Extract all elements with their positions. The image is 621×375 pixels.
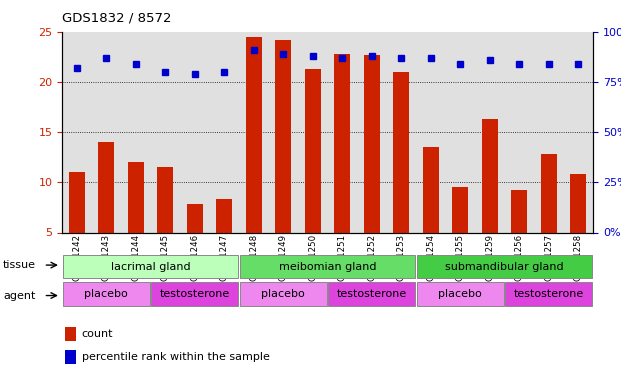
Bar [65, 350, 76, 364]
Text: meibomian gland: meibomian gland [279, 262, 376, 272]
Text: placebo: placebo [84, 289, 128, 299]
Bar [511, 190, 527, 232]
Text: placebo: placebo [261, 289, 305, 299]
Bar [240, 282, 327, 306]
Bar [275, 40, 291, 232]
Bar [482, 119, 498, 232]
Bar [570, 174, 586, 232]
Text: placebo: placebo [438, 289, 482, 299]
Bar [65, 327, 76, 341]
Bar [364, 55, 380, 232]
Bar [505, 282, 592, 306]
Text: testosterone: testosterone [160, 289, 230, 299]
Bar [216, 200, 232, 232]
Bar [157, 167, 173, 232]
Text: submandibular gland: submandibular gland [445, 262, 564, 272]
Bar [393, 72, 409, 232]
Bar [328, 282, 415, 306]
Text: agent: agent [3, 291, 35, 300]
Bar [128, 162, 144, 232]
Text: tissue: tissue [3, 260, 36, 270]
Bar [98, 142, 114, 232]
Text: GDS1832 / 8572: GDS1832 / 8572 [62, 11, 171, 24]
Text: lacrimal gland: lacrimal gland [111, 262, 191, 272]
Bar [63, 255, 238, 278]
Bar [423, 147, 439, 232]
Bar [187, 204, 203, 232]
Bar [246, 37, 262, 232]
Text: percentile rank within the sample: percentile rank within the sample [82, 352, 270, 362]
Text: testosterone: testosterone [514, 289, 584, 299]
Bar [417, 282, 504, 306]
Bar [69, 172, 85, 232]
Bar [305, 69, 321, 232]
Bar [151, 282, 238, 306]
Bar [452, 188, 468, 232]
Bar [240, 255, 415, 278]
Bar [334, 54, 350, 232]
Text: count: count [82, 329, 113, 339]
Text: testosterone: testosterone [337, 289, 407, 299]
Bar [541, 154, 557, 232]
Bar [63, 282, 150, 306]
Bar [417, 255, 592, 278]
